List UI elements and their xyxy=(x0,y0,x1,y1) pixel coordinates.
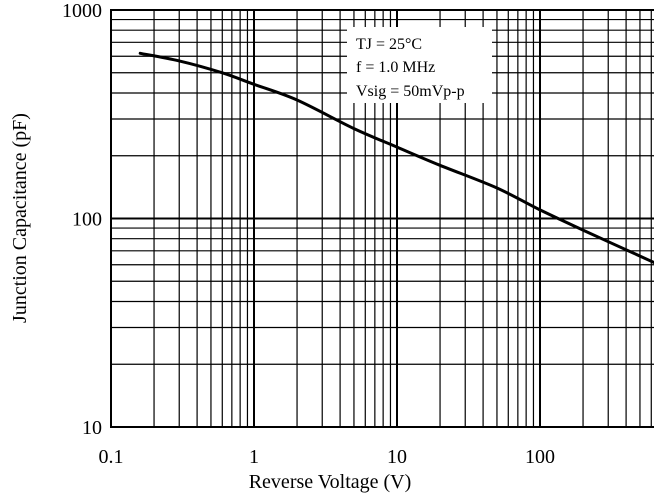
capacitance-curve xyxy=(138,51,654,265)
annotation-background xyxy=(347,27,492,103)
annotation-text: Vsig = 50mVp-p xyxy=(356,83,465,100)
y-axis-title: Junction Capacitance (pF) xyxy=(9,113,31,323)
x-tick-label: 100 xyxy=(525,446,555,468)
tick-labels: 0.1 1 10 100 10 100 1000 xyxy=(62,0,555,468)
plot-frame xyxy=(110,9,654,428)
x-tick-label: 1 xyxy=(249,446,259,468)
annotation-box: TJ = 25°C f = 1.0 MHz Vsig = 50mVp-p xyxy=(347,27,492,103)
annotation-text: TJ = 25°C xyxy=(356,36,422,53)
y-tick-label: 100 xyxy=(72,209,102,231)
x-tick-label: 10 xyxy=(387,446,407,468)
annotation-text: f = 1.0 MHz xyxy=(356,59,435,76)
y-tick-label: 10 xyxy=(82,417,102,439)
y-tick-label: 1000 xyxy=(62,0,102,22)
x-tick-label: 0.1 xyxy=(99,446,124,468)
x-axis-title: Reverse Voltage (V) xyxy=(249,471,412,493)
